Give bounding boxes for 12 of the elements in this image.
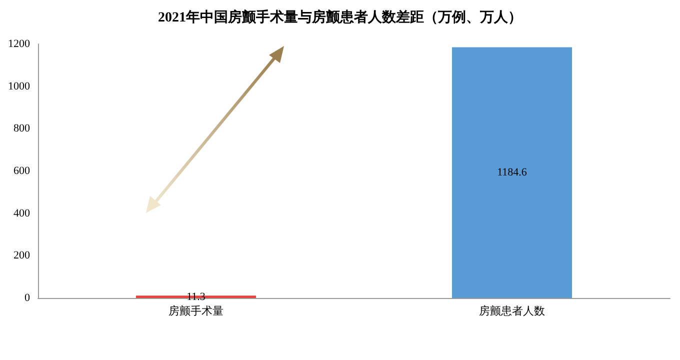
y-tick-label: 0	[24, 292, 30, 304]
x-tick-label: 房颤手术量	[168, 304, 224, 318]
y-tick-label: 800	[14, 122, 30, 135]
data-label: 11.3	[186, 290, 206, 303]
y-tick-label: 400	[14, 207, 30, 220]
chart-title: 2021年中国房颤手术量与房颤患者人数差距（万例、万人）	[158, 8, 522, 26]
y-tick-label: 1000	[8, 80, 30, 92]
y-tick-label: 1200	[8, 38, 30, 50]
data-label: 1184.6	[497, 166, 528, 179]
x-tick-label: 房颤患者人数	[479, 304, 545, 318]
y-tick-label: 600	[14, 165, 30, 177]
y-tick-label: 200	[14, 250, 30, 262]
